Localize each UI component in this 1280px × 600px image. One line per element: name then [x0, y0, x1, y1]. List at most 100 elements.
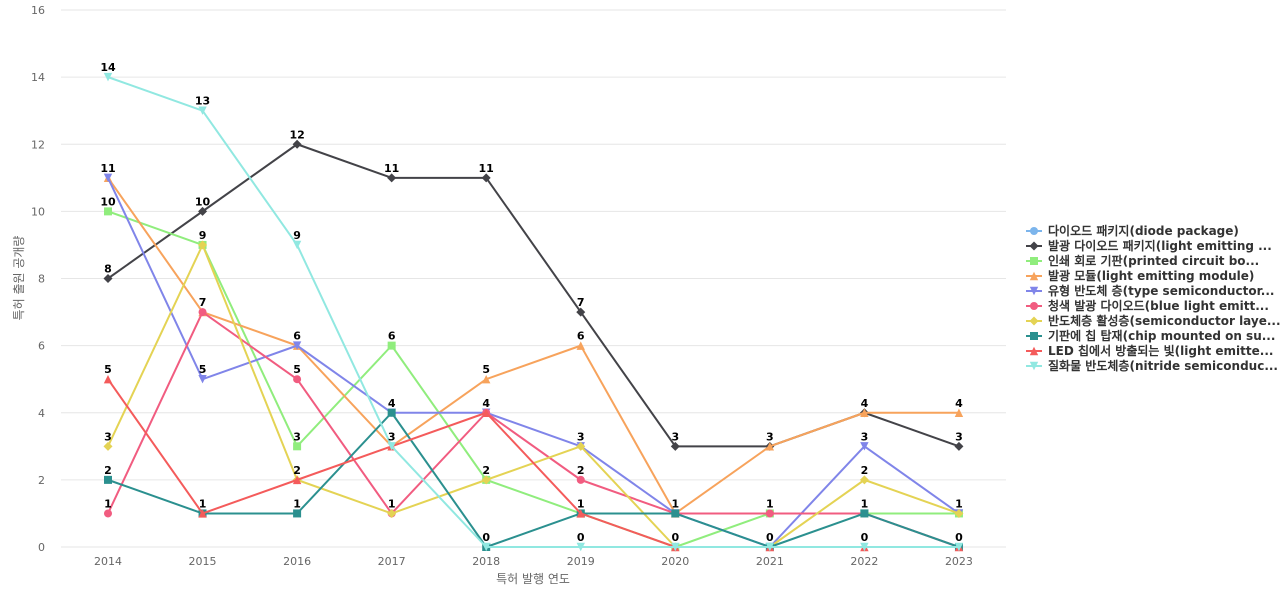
data-label: 11: [479, 162, 494, 175]
data-point: [859, 475, 869, 485]
y-tick-label: 10: [31, 205, 45, 218]
data-label: 3: [388, 430, 396, 443]
legend-label: 인쇄 회로 기판(printed circuit bo...: [1048, 253, 1259, 268]
data-point: [103, 72, 113, 82]
data-label: 13: [195, 95, 210, 108]
data-label: 0: [861, 531, 869, 544]
series-line: [107, 210, 959, 548]
data-label: 2: [861, 464, 869, 477]
data-point: [482, 542, 491, 552]
data-label: 0: [766, 531, 774, 544]
data-point: [671, 509, 680, 518]
data-point: [104, 207, 112, 216]
legend-item[interactable]: 유형 반도체 층(type semiconductor...: [1026, 283, 1274, 298]
legend-label: 발광 다이오드 패키지(light emitting ...: [1048, 238, 1272, 253]
legend: 다이오드 패키지(diode package)발광 다이오드 패키지(light…: [1026, 223, 1280, 373]
data-label: 3: [955, 430, 963, 443]
data-point: [860, 509, 869, 518]
x-tick-label: 2020: [661, 555, 689, 568]
data-point: [671, 542, 680, 552]
legend-item[interactable]: LED 칩에서 방출되는 빛(light emitte...: [1026, 343, 1273, 358]
legend-item[interactable]: 청색 발광 다이오드(blue light emitt...: [1026, 298, 1269, 313]
data-label: 2: [104, 464, 112, 477]
legend-marker: [1030, 257, 1038, 265]
data-point: [576, 341, 585, 350]
legend-item[interactable]: 발광 다이오드 패키지(light emitting ...: [1026, 238, 1272, 253]
series-line: [107, 177, 959, 515]
legend-item[interactable]: 기판에 칩 탑재(chip mounted on su...: [1026, 328, 1275, 343]
y-tick-label: 12: [31, 138, 45, 151]
data-point: [198, 240, 208, 250]
data-point: [954, 441, 964, 451]
x-tick-label: 2014: [94, 555, 122, 568]
data-label: 12: [289, 128, 304, 141]
data-point: [670, 441, 680, 451]
data-label: 1: [861, 497, 869, 510]
data-label: 5: [482, 363, 490, 376]
x-tick-label: 2022: [850, 555, 878, 568]
data-point: [292, 139, 302, 149]
data-label: 9: [293, 229, 301, 242]
data-point: [387, 442, 396, 451]
y-tick-label: 8: [38, 273, 45, 286]
legend-marker: [1029, 271, 1039, 281]
data-point: [765, 442, 775, 451]
data-point: [576, 509, 585, 518]
data-label: 1: [766, 497, 774, 510]
data-label: 7: [577, 296, 585, 309]
data-point: [954, 542, 964, 552]
legend-item[interactable]: 반도체층 활성층(semiconductor laye...: [1026, 313, 1280, 328]
data-label: 11: [384, 162, 399, 175]
x-tick-label: 2017: [378, 555, 406, 568]
legend-item[interactable]: 발광 모듈(light emitting module): [1026, 268, 1254, 283]
legend-marker: [1030, 227, 1038, 235]
x-tick-label: 2015: [189, 555, 217, 568]
legend-item[interactable]: 질화물 반도체층(nitride semiconduc...: [1026, 358, 1278, 373]
data-point: [387, 408, 396, 417]
data-label: 4: [482, 397, 490, 410]
data-label: 8: [104, 263, 112, 276]
data-label: 2: [577, 464, 585, 477]
data-label: 3: [861, 430, 869, 443]
data-label: 14: [100, 61, 116, 74]
data-point: [293, 509, 302, 518]
legend-marker: [1030, 332, 1038, 340]
data-label: 1: [577, 497, 585, 510]
legend-label: 청색 발광 다이오드(blue light emitt...: [1048, 298, 1269, 313]
data-label: 1: [293, 497, 301, 510]
data-point: [198, 308, 207, 317]
x-axis-title: 특허 발행 연도: [496, 571, 570, 586]
series-line: [107, 411, 960, 548]
legend-marker: [1029, 286, 1039, 296]
data-labels: 1411108532113109751129653211164311154207…: [100, 61, 963, 544]
data-point: [765, 509, 774, 518]
data-label: 0: [955, 531, 963, 544]
data-point: [292, 341, 302, 350]
series-line: [107, 76, 959, 548]
data-point: [765, 542, 775, 552]
legend-label: 기판에 칩 탑재(chip mounted on su...: [1048, 328, 1275, 343]
legend-item[interactable]: 다이오드 패키지(diode package): [1026, 223, 1239, 238]
data-point: [387, 341, 396, 350]
data-point: [387, 173, 397, 183]
series-2: [104, 207, 963, 551]
data-label: 4: [861, 397, 869, 410]
data-point: [104, 509, 112, 518]
data-point: [482, 408, 491, 417]
data-point: [293, 442, 302, 451]
y-tick-label: 6: [38, 340, 45, 353]
x-tick-label: 2021: [756, 555, 784, 568]
data-point: [104, 475, 112, 484]
data-label: 1: [199, 497, 207, 510]
data-point: [387, 508, 397, 518]
legend-item[interactable]: 인쇄 회로 기판(printed circuit bo...: [1026, 253, 1259, 268]
data-label: 11: [100, 162, 115, 175]
legend-marker: [1029, 346, 1039, 356]
legend-label: 유형 반도체 층(type semiconductor...: [1048, 283, 1274, 298]
data-point: [103, 173, 113, 183]
data-label: 3: [766, 430, 774, 443]
data-label: 1: [671, 497, 679, 510]
legend-marker: [1029, 316, 1039, 326]
legend-label: LED 칩에서 방출되는 빛(light emitte...: [1048, 343, 1273, 358]
data-point: [860, 408, 869, 417]
